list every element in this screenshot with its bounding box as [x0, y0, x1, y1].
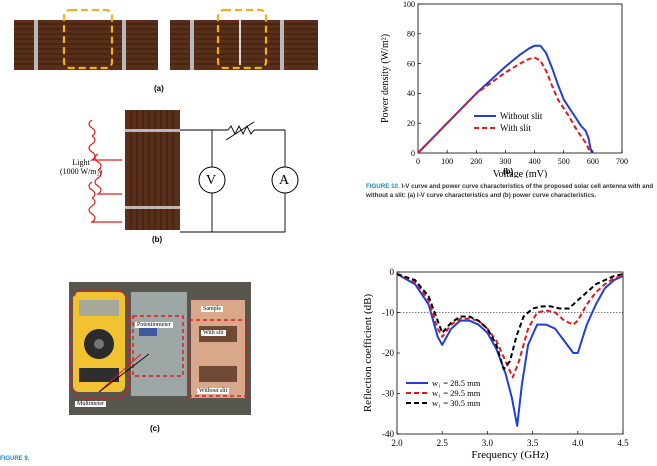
legend-label: w₁ = 28.5 mm — [432, 378, 481, 388]
x-axis-label: Voltage (mV) — [493, 169, 548, 178]
x-tick-label: 300 — [499, 157, 511, 166]
series-line-2 — [417, 56, 591, 154]
solar-cell-vertical — [125, 110, 180, 230]
reflection-coefficient-chart: 2.0 2.5 3.0 3.5 4.0 4.5 0 -10 -20 -30 -40 Frequency… — [362, 267, 629, 461]
panel-b-label: (b) — [152, 235, 163, 244]
legend-label: w₁ = 30.5 mm — [432, 398, 481, 408]
x-tick-label: 3.5 — [527, 438, 539, 448]
figure9-panel-a — [14, 8, 318, 70]
photo-label-without-slit: Without slit — [197, 388, 230, 394]
y-tick-label: 0 — [390, 267, 395, 277]
x-tick-label: 200 — [470, 157, 482, 166]
photo-illustration — [69, 282, 251, 415]
x-tick-label: 2.0 — [391, 438, 403, 448]
x-tick-label: 500 — [558, 157, 570, 166]
light-wave-icon — [88, 119, 122, 223]
x-tick-label: 3.0 — [482, 438, 494, 448]
series-line-1 — [396, 273, 624, 427]
legend-label: With slit — [500, 123, 531, 133]
x-axis-label: Frequency (GHz) — [471, 449, 549, 461]
plot-frame — [396, 271, 624, 435]
x-tick-label: 100 — [441, 157, 453, 166]
series-line-2 — [396, 273, 624, 379]
y-tick-label: 40 — [407, 89, 415, 98]
y-tick-label: -40 — [382, 429, 394, 439]
photo-label-with-slit: With slit — [201, 330, 226, 336]
plot-frame — [417, 3, 623, 154]
panel-c-label: (c) — [150, 424, 160, 433]
solar-cell-with-slit — [170, 8, 318, 70]
series-line-3 — [396, 273, 624, 371]
x-tick-label: 4.5 — [617, 438, 629, 448]
legend-label: Without slit — [500, 111, 543, 121]
voltmeter-symbol: V — [206, 173, 217, 188]
figure10-number: FIGURE 10. — [366, 183, 400, 190]
ammeter-symbol: A — [279, 173, 290, 188]
potentiometer-board-icon — [131, 292, 187, 396]
x-tick-label: 600 — [587, 157, 599, 166]
y-tick-label: 20 — [407, 119, 415, 128]
solar-cell-without-slit — [14, 8, 158, 70]
series-line-1 — [417, 44, 593, 154]
light-label: Light (1000 W/m₂) — [60, 158, 102, 176]
y-tick-label: -10 — [382, 308, 394, 318]
y-tick-label: 0 — [411, 149, 415, 158]
measurement-setup-photo: Multimeter Potentiometer Sample With sli… — [69, 282, 251, 415]
highlight-box — [62, 8, 114, 70]
panel-a-label: (a) — [154, 84, 164, 93]
figure10-caption-text: I-V curve and power curve characteristic… — [366, 183, 654, 199]
figure9-caption-fragment: FIGURE 9. — [0, 456, 30, 462]
figure10-panel-b-label: (b) — [503, 167, 514, 176]
y-tick-label: -30 — [382, 389, 394, 399]
sample-board-icon — [191, 300, 245, 398]
y-tick-label: -20 — [382, 348, 394, 358]
ammeter — [271, 166, 299, 194]
figure9-panel-b-circuit — [88, 110, 299, 233]
highlight-box — [216, 8, 268, 70]
y-tick-label: 80 — [407, 30, 415, 39]
x-tick-label: 700 — [616, 157, 628, 166]
x-tick-label: 400 — [529, 157, 541, 166]
y-axis-label: Reflection coefficient (dB) — [362, 294, 374, 413]
figure10-caption: FIGURE 10. I-V curve and power curve cha… — [366, 182, 656, 200]
photo-label-potentiometer: Potentiometer — [135, 322, 173, 328]
photo-label-sample: Sample — [201, 306, 223, 312]
x-tick-label: 0 — [416, 157, 420, 166]
photo-label-multimeter: Multimeter — [75, 401, 106, 407]
legend-label: w₁ = 29.5 mm — [432, 388, 481, 398]
voltmeter — [198, 166, 226, 194]
y-tick-label: 60 — [407, 59, 415, 68]
y-tick-label: 100 — [403, 0, 415, 9]
y-axis-label: Power density (W/m²) — [380, 34, 391, 123]
x-tick-label: 2.5 — [437, 438, 449, 448]
x-tick-label: 4.0 — [572, 438, 584, 448]
power-density-chart: 0 100 200 300 400 500 600 700 0 20 40 60 80 100 Voltag… — [380, 0, 628, 178]
circuit-wires — [180, 121, 286, 233]
